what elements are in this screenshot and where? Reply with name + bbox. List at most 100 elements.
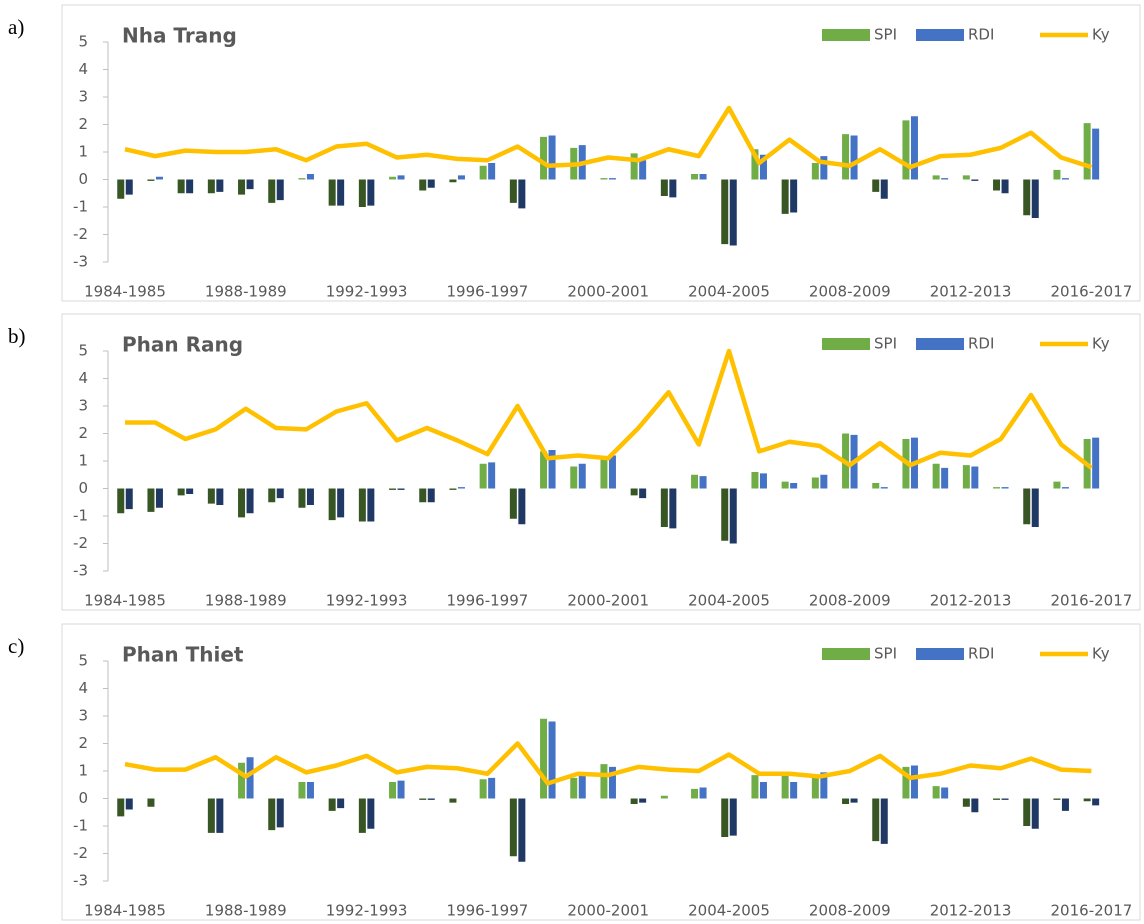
bar (910, 116, 918, 180)
x-tick-label: 1996-1997 (447, 283, 529, 301)
bar (276, 798, 284, 828)
bar (427, 798, 435, 800)
x-tick-label: 1992-1993 (326, 283, 408, 301)
bar (699, 476, 707, 489)
bar (509, 488, 517, 519)
bar (729, 179, 737, 246)
bar (699, 787, 707, 799)
bar (216, 798, 224, 833)
bar (630, 488, 638, 496)
bar (872, 798, 880, 842)
bar (600, 458, 608, 489)
bar (117, 179, 125, 199)
x-tick-label: 2000-2001 (567, 902, 649, 920)
x-tick-label: 1988-1989 (205, 902, 287, 920)
y-tick-label: 3 (78, 707, 88, 725)
bar (479, 165, 487, 180)
bar (125, 179, 133, 195)
bar (268, 488, 276, 503)
legend-label: RDI (968, 26, 994, 44)
bar (729, 488, 737, 544)
bar (932, 786, 940, 799)
bar (902, 766, 910, 799)
bar (117, 798, 125, 817)
y-tick-label: -3 (73, 253, 88, 271)
bar (850, 798, 858, 803)
bar (427, 179, 435, 188)
bar (570, 466, 578, 489)
bar (842, 134, 850, 180)
bar (660, 795, 668, 799)
bar (820, 156, 828, 180)
y-tick-label: -2 (73, 225, 88, 243)
bar (216, 488, 224, 505)
bar (691, 474, 699, 489)
bar (1061, 178, 1069, 180)
y-tick-label: -2 (73, 534, 88, 552)
bar (1001, 798, 1009, 800)
bar (608, 178, 616, 180)
bar (540, 718, 548, 799)
bar (389, 176, 397, 180)
bar (721, 488, 729, 541)
bar (186, 488, 194, 494)
y-tick-label: 0 (78, 789, 88, 807)
bar (962, 175, 970, 180)
bar (276, 179, 284, 201)
x-tick-label: 2004-2005 (688, 902, 770, 920)
bar (509, 179, 517, 203)
bar (759, 473, 767, 489)
bar (781, 481, 789, 489)
legend-swatch (916, 648, 964, 660)
bar (971, 466, 979, 489)
bar (570, 777, 578, 799)
y-tick-label: 3 (78, 88, 88, 106)
bar (540, 136, 548, 180)
y-tick-label: -2 (73, 844, 88, 862)
bar (518, 798, 526, 862)
bar (449, 488, 457, 490)
bar (479, 779, 487, 799)
y-tick-label: 5 (78, 342, 88, 360)
y-tick-label: 4 (78, 369, 88, 387)
bar (540, 451, 548, 489)
bar (639, 488, 647, 499)
bar (328, 179, 336, 206)
legend-label: Ky (1092, 335, 1110, 353)
x-tick-label: 1992-1993 (326, 902, 408, 920)
bar (509, 798, 517, 857)
bar (1053, 798, 1061, 800)
bar (548, 721, 556, 799)
bar (397, 175, 405, 180)
bar (238, 488, 246, 518)
bar (207, 488, 215, 504)
bar (457, 487, 465, 489)
bar (1053, 169, 1061, 180)
bar (993, 798, 1001, 800)
bar (721, 179, 729, 245)
bar (207, 179, 215, 194)
x-tick-label: 2016-2017 (1051, 902, 1133, 920)
bar (660, 488, 668, 527)
bar (328, 798, 336, 811)
bar (298, 178, 306, 180)
x-tick-label: 1992-1993 (326, 592, 408, 610)
bar (389, 488, 397, 490)
legend-label: SPI (874, 26, 897, 44)
bar (155, 176, 163, 180)
x-tick-label: 1984-1985 (84, 283, 166, 301)
bar (781, 179, 789, 214)
legend-label: SPI (874, 335, 897, 353)
bar (1053, 481, 1061, 489)
bar (337, 488, 345, 518)
bar (177, 179, 185, 194)
bar (699, 174, 707, 180)
bar (147, 488, 155, 512)
bar (608, 455, 616, 489)
bar (872, 179, 880, 192)
bar (971, 798, 979, 813)
legend-label: Ky (1092, 645, 1110, 663)
y-tick-label: 2 (78, 734, 88, 752)
bar (427, 488, 435, 503)
